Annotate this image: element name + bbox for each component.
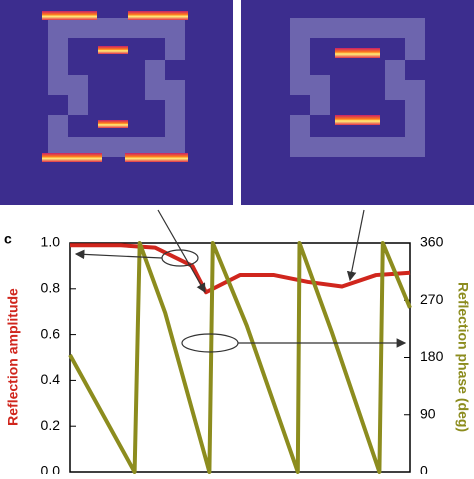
y2-tick-label: 0 xyxy=(420,463,428,474)
plot-frame xyxy=(69,242,411,473)
y-tick-label: 1.0 xyxy=(41,234,61,250)
y2-tick-label: 90 xyxy=(420,405,436,421)
annotations xyxy=(74,209,407,353)
y-tick-label: 0.2 xyxy=(41,417,61,433)
y-axis-title: Reflection amplitude xyxy=(5,288,21,426)
plot: 0.0 0.2 0.4 0.6 0.8 1.0 0 90 180 270 360 xyxy=(41,234,444,479)
y2-tick-label: 360 xyxy=(420,234,444,250)
y2-tick-label: 270 xyxy=(420,291,444,307)
y-tick-label: 0.8 xyxy=(41,280,61,296)
field-map-b xyxy=(241,0,474,205)
series-line xyxy=(68,241,412,474)
y2-axis-title: Reflection phase (deg) xyxy=(455,282,471,432)
y-tick-label: 0.4 xyxy=(41,371,61,387)
panel-label: c xyxy=(4,231,12,247)
y-tick-label: 0.0 xyxy=(41,463,61,474)
series-line xyxy=(70,243,411,295)
y-tick-label: 0.6 xyxy=(41,325,61,341)
y2-tick-label: 180 xyxy=(420,348,444,364)
field-map-a xyxy=(0,0,233,205)
